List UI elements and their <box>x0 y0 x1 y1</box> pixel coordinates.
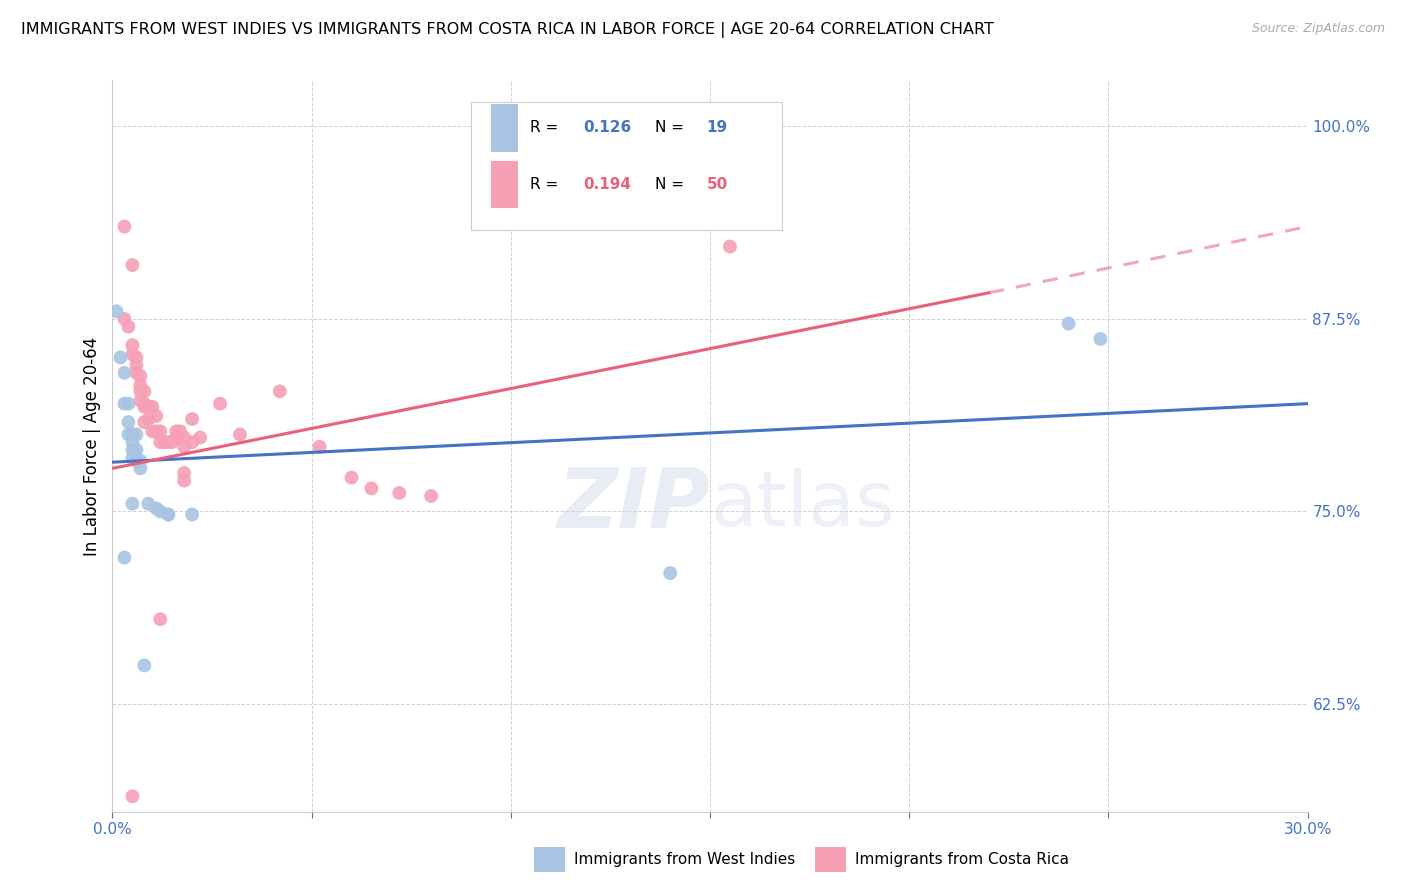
Point <box>181 813 204 827</box>
Point <box>659 566 682 580</box>
Point <box>117 319 139 334</box>
Text: N =: N = <box>655 178 689 192</box>
Point <box>117 415 139 429</box>
Point <box>340 470 363 484</box>
Text: N =: N = <box>655 120 689 136</box>
Point <box>141 425 163 439</box>
Point <box>134 658 156 673</box>
Text: atlas: atlas <box>710 467 894 541</box>
Point <box>125 427 148 442</box>
Text: R =: R = <box>530 178 562 192</box>
Point <box>129 384 152 399</box>
Text: 19: 19 <box>706 120 727 136</box>
Point <box>308 440 330 454</box>
Text: Immigrants from West Indies: Immigrants from West Indies <box>574 853 794 867</box>
Point <box>718 239 741 253</box>
Point <box>129 461 152 475</box>
Point <box>121 258 143 272</box>
Point <box>125 351 148 365</box>
Point <box>388 486 411 500</box>
Point <box>162 435 183 450</box>
Point <box>125 442 148 457</box>
Point <box>145 501 167 516</box>
Point <box>125 366 148 380</box>
Point <box>149 425 172 439</box>
Point <box>229 427 252 442</box>
Point <box>134 400 156 414</box>
Text: Source: ZipAtlas.com: Source: ZipAtlas.com <box>1251 22 1385 36</box>
Point <box>1057 317 1080 331</box>
Point <box>138 400 160 414</box>
Point <box>138 497 160 511</box>
Point <box>360 481 382 495</box>
Text: 50: 50 <box>706 178 728 192</box>
Point <box>114 397 135 411</box>
Point <box>134 397 156 411</box>
Point <box>157 435 180 450</box>
Point <box>145 425 167 439</box>
Point <box>121 338 143 352</box>
Text: 0.194: 0.194 <box>583 178 631 192</box>
Point <box>121 442 143 457</box>
Point <box>110 351 132 365</box>
Point <box>114 550 135 565</box>
Point <box>173 440 195 454</box>
Point <box>165 425 187 439</box>
Text: R =: R = <box>530 120 562 136</box>
Point <box>121 497 143 511</box>
Y-axis label: In Labor Force | Age 20-64: In Labor Force | Age 20-64 <box>83 336 101 556</box>
Point <box>129 368 152 383</box>
FancyBboxPatch shape <box>471 103 782 230</box>
Point <box>129 453 152 467</box>
Point <box>134 415 156 429</box>
Point <box>149 612 172 626</box>
Point <box>121 427 143 442</box>
Point <box>149 504 172 518</box>
Point <box>145 409 167 423</box>
Point <box>117 397 139 411</box>
Point <box>157 508 180 522</box>
Point <box>121 347 143 361</box>
Point <box>181 412 204 426</box>
Point <box>149 435 172 450</box>
Point <box>114 366 135 380</box>
Point <box>129 393 152 408</box>
Point <box>157 508 180 522</box>
Point <box>173 466 195 480</box>
Point <box>125 453 148 467</box>
Text: ZIP: ZIP <box>557 464 710 545</box>
Text: Immigrants from Costa Rica: Immigrants from Costa Rica <box>855 853 1069 867</box>
Point <box>173 431 195 445</box>
Point <box>114 312 135 326</box>
Point <box>117 427 139 442</box>
Point <box>173 474 195 488</box>
FancyBboxPatch shape <box>491 161 517 209</box>
Point <box>153 435 176 450</box>
Point <box>141 400 163 414</box>
Point <box>121 789 143 804</box>
Point <box>181 508 204 522</box>
Point <box>420 489 443 503</box>
Point <box>165 431 187 445</box>
Point <box>269 384 291 399</box>
Point <box>125 358 148 372</box>
Point <box>105 304 128 318</box>
Text: IMMIGRANTS FROM WEST INDIES VS IMMIGRANTS FROM COSTA RICA IN LABOR FORCE | AGE 2: IMMIGRANTS FROM WEST INDIES VS IMMIGRANT… <box>21 22 994 38</box>
Point <box>1090 332 1112 346</box>
Point <box>121 450 143 465</box>
Point <box>169 425 191 439</box>
Point <box>134 384 156 399</box>
Point <box>129 378 152 392</box>
Point <box>181 435 204 450</box>
Point <box>188 431 211 445</box>
Text: 0.126: 0.126 <box>583 120 631 136</box>
Point <box>208 397 231 411</box>
FancyBboxPatch shape <box>491 104 517 152</box>
Point <box>138 412 160 426</box>
Point <box>121 435 143 450</box>
Point <box>121 427 143 442</box>
Point <box>114 219 135 234</box>
